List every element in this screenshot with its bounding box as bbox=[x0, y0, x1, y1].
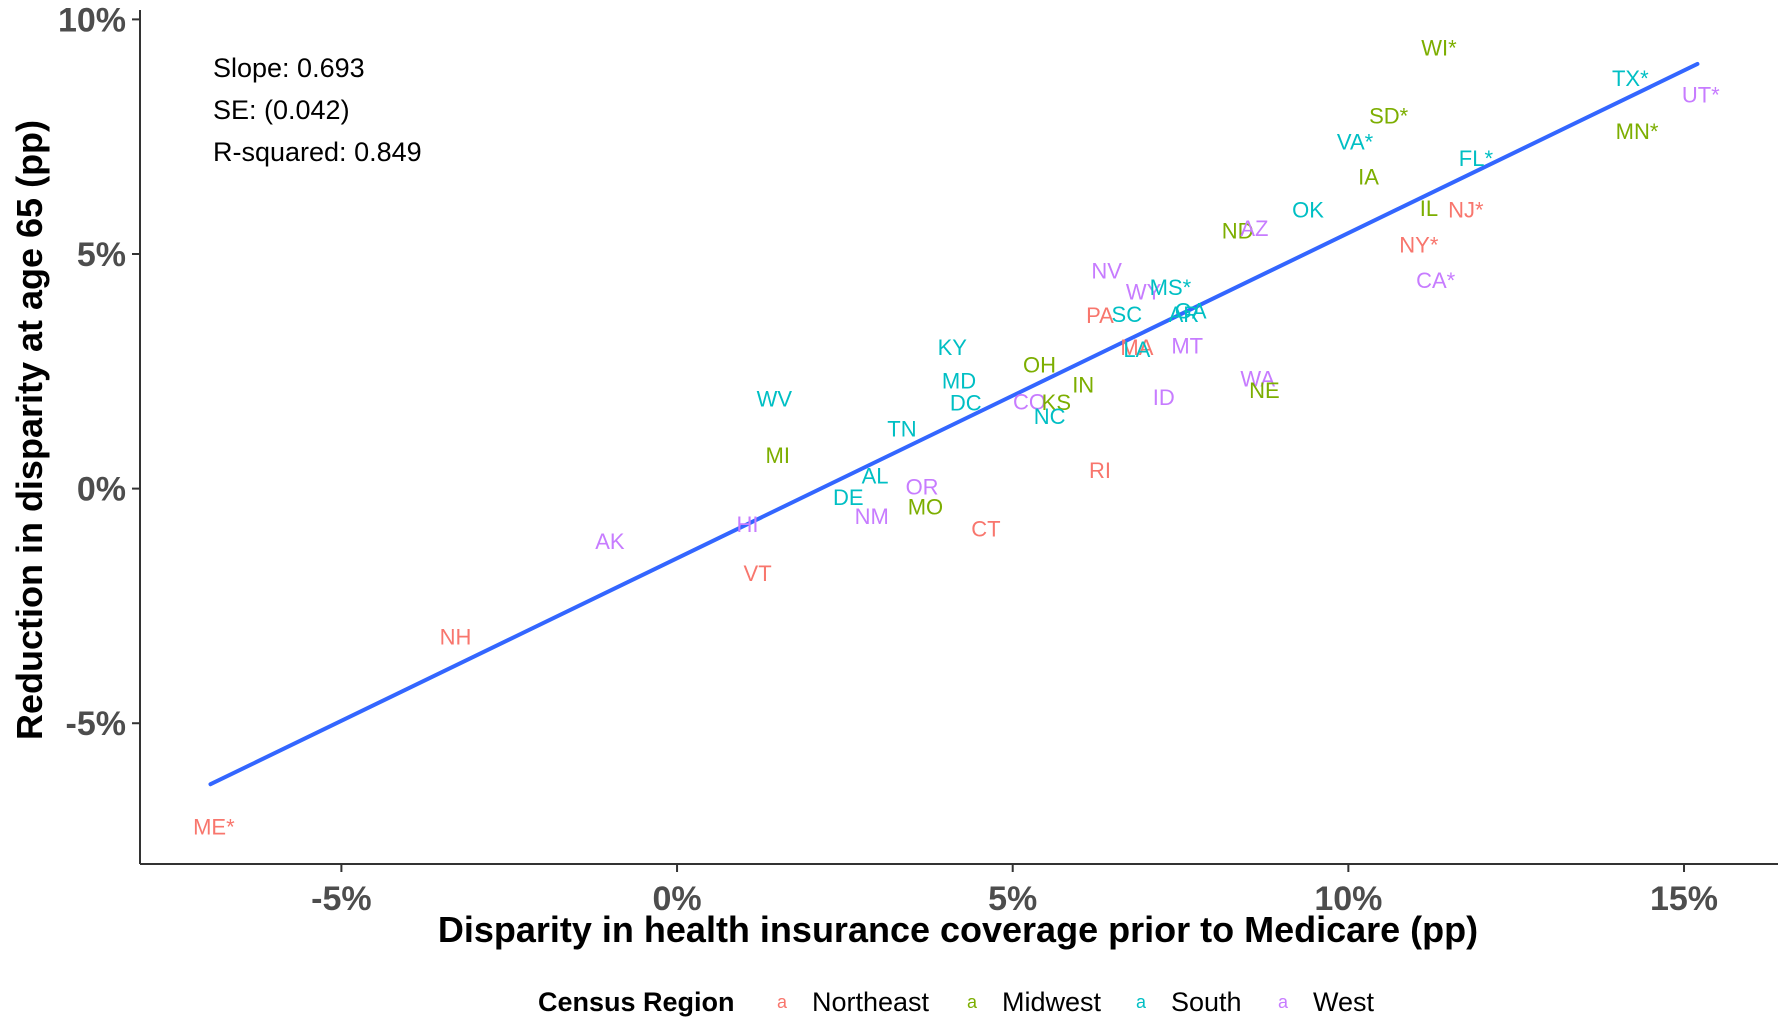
y-tick-label: 10% bbox=[58, 1, 126, 39]
data-points: ME*NHAKHIVTWVMIDEALNMTNORMOKYMDDCCTCOKSN… bbox=[193, 36, 1720, 840]
x-tick-label: 10% bbox=[1314, 880, 1382, 918]
slope-annotation: Slope: 0.693 bbox=[213, 53, 365, 83]
state-label-co: CO bbox=[1013, 389, 1046, 414]
state-label-ky: KY bbox=[938, 335, 968, 360]
state-label-nv: NV bbox=[1091, 258, 1122, 283]
state-label-sc: SC bbox=[1112, 302, 1143, 327]
state-label-sd: SD* bbox=[1369, 104, 1409, 129]
legend: Census Region a Northeast a Midwest a South a W… bbox=[538, 987, 1375, 1017]
y-ticks: -5% 0% 5% 10% bbox=[58, 1, 140, 743]
state-label-ct: CT bbox=[971, 517, 1000, 542]
state-label-ar: AR bbox=[1169, 302, 1200, 327]
state-label-de: DE bbox=[833, 485, 864, 510]
se-annotation: SE: (0.042) bbox=[213, 95, 350, 125]
state-label-id: ID bbox=[1153, 385, 1175, 410]
state-label-tn: TN bbox=[887, 417, 916, 442]
state-label-in: IN bbox=[1072, 372, 1094, 397]
x-ticks: -5% 0% 5% 10% 15% bbox=[311, 864, 1718, 918]
state-label-fl: FL* bbox=[1459, 146, 1494, 171]
x-tick-label: 15% bbox=[1650, 880, 1718, 918]
legend-title: Census Region bbox=[538, 987, 735, 1017]
state-label-md: MD bbox=[942, 369, 976, 394]
state-label-il: IL bbox=[1420, 196, 1438, 221]
state-label-ga: GA bbox=[1175, 298, 1207, 323]
state-label-nc: NC bbox=[1034, 404, 1066, 429]
state-label-wi: WI* bbox=[1421, 36, 1457, 61]
y-tick-label: -5% bbox=[66, 705, 126, 743]
state-label-nm: NM bbox=[855, 504, 889, 529]
state-label-ut: UT* bbox=[1682, 82, 1720, 107]
y-tick-label: 0% bbox=[77, 471, 126, 509]
state-label-oh: OH bbox=[1023, 352, 1056, 377]
x-tick-label: -5% bbox=[311, 880, 371, 918]
state-label-al: AL bbox=[862, 463, 889, 488]
state-label-ca: CA* bbox=[1416, 268, 1456, 293]
y-tick-label: 5% bbox=[77, 236, 126, 274]
state-label-nd: ND bbox=[1222, 219, 1254, 244]
state-label-ny: NY* bbox=[1399, 233, 1439, 258]
regression-stats: Slope: 0.693 SE: (0.042) R-squared: 0.84… bbox=[213, 53, 422, 167]
r-squared-annotation: R-squared: 0.849 bbox=[213, 137, 422, 167]
state-label-ne: NE bbox=[1249, 378, 1280, 403]
fit-layer bbox=[208, 61, 1700, 787]
state-label-vt: VT bbox=[744, 561, 772, 586]
state-label-ri: RI bbox=[1089, 458, 1111, 483]
state-label-mo: MO bbox=[908, 494, 943, 519]
x-tick-label: 5% bbox=[988, 880, 1037, 918]
legend-key-west: a bbox=[1278, 992, 1289, 1012]
state-label-nh: NH bbox=[440, 624, 472, 649]
state-label-ok: OK bbox=[1292, 197, 1324, 222]
state-label-ms: MS* bbox=[1150, 275, 1192, 300]
state-label-mi: MI bbox=[766, 443, 790, 468]
legend-label-midwest: Midwest bbox=[1002, 987, 1102, 1017]
x-tick-label: 0% bbox=[652, 880, 701, 918]
state-label-hi: HI bbox=[737, 512, 759, 537]
legend-label-northeast: Northeast bbox=[812, 987, 930, 1017]
state-label-az: AZ bbox=[1240, 216, 1268, 241]
state-label-or: OR bbox=[906, 474, 939, 499]
state-label-ks: KS bbox=[1042, 390, 1071, 415]
x-axis-title: Disparity in health insurance coverage p… bbox=[438, 909, 1478, 950]
state-label-wy: WY bbox=[1126, 280, 1162, 305]
state-label-tx: TX* bbox=[1612, 66, 1649, 91]
y-axis-title: Reduction in disparity at age 65 (pp) bbox=[9, 120, 50, 740]
legend-key-midwest: a bbox=[967, 992, 978, 1012]
state-label-me: ME* bbox=[193, 814, 235, 839]
state-label-ia: IA bbox=[1358, 165, 1379, 190]
state-label-nj: NJ* bbox=[1448, 197, 1484, 222]
state-label-la: LA bbox=[1123, 337, 1150, 362]
state-label-mt: MT bbox=[1171, 334, 1203, 359]
state-label-va: VA* bbox=[1337, 129, 1374, 154]
legend-label-west: West bbox=[1313, 987, 1375, 1017]
legend-key-south: a bbox=[1136, 992, 1147, 1012]
state-label-pa: PA bbox=[1086, 303, 1114, 328]
state-label-dc: DC bbox=[950, 391, 982, 416]
legend-label-south: South bbox=[1171, 987, 1242, 1017]
axes bbox=[139, 10, 1778, 865]
state-label-wv: WV bbox=[757, 387, 793, 412]
state-label-ak: AK bbox=[595, 529, 625, 554]
legend-key-northeast: a bbox=[777, 992, 788, 1012]
state-label-ma: MA bbox=[1120, 335, 1153, 360]
regression-line bbox=[208, 61, 1700, 787]
state-label-wa: WA bbox=[1240, 366, 1275, 391]
state-label-mn: MN* bbox=[1616, 119, 1659, 144]
